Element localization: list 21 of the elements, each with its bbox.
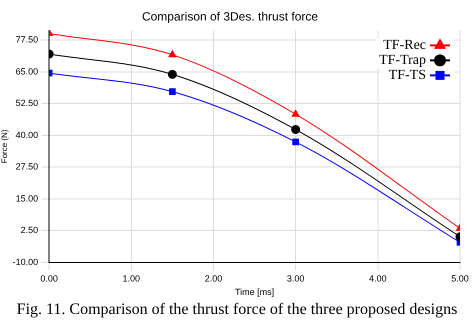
y-tick-label: 77.50	[16, 34, 38, 45]
x-tick-label: 5.00	[451, 273, 469, 284]
x-tick-label: 3.00	[286, 273, 304, 284]
y-tick-label: 40.00	[16, 130, 38, 140]
caption: Fig. 11. Comparison of the thrust force of the three proposed designs	[16, 300, 458, 320]
x-tick-label: 4.00	[369, 273, 387, 284]
legend-label: TF-Rec	[383, 38, 426, 54]
x-axis-title: Time [ms]	[234, 287, 274, 298]
y-tick-label: 52.50	[16, 98, 38, 108]
y-tick-label: 27.50	[16, 162, 38, 172]
legend-label: TF-Trap	[379, 53, 426, 68]
x-tick-label: 1.00	[122, 273, 140, 284]
x-tick-label: 2.00	[204, 273, 222, 284]
y-tick-label: 65.00	[16, 66, 38, 76]
y-tick-label: 2.50	[20, 225, 38, 236]
legend-label: TF-TS	[388, 68, 426, 84]
y-tick-label: 15.00	[16, 193, 38, 204]
chart-title: Comparison of 3Des. thrust force	[142, 10, 318, 24]
x-tick-label: 0.00	[40, 273, 58, 284]
y-axis-title: Force (N)	[0, 129, 10, 164]
y-tick-label: -10.00	[12, 256, 38, 267]
